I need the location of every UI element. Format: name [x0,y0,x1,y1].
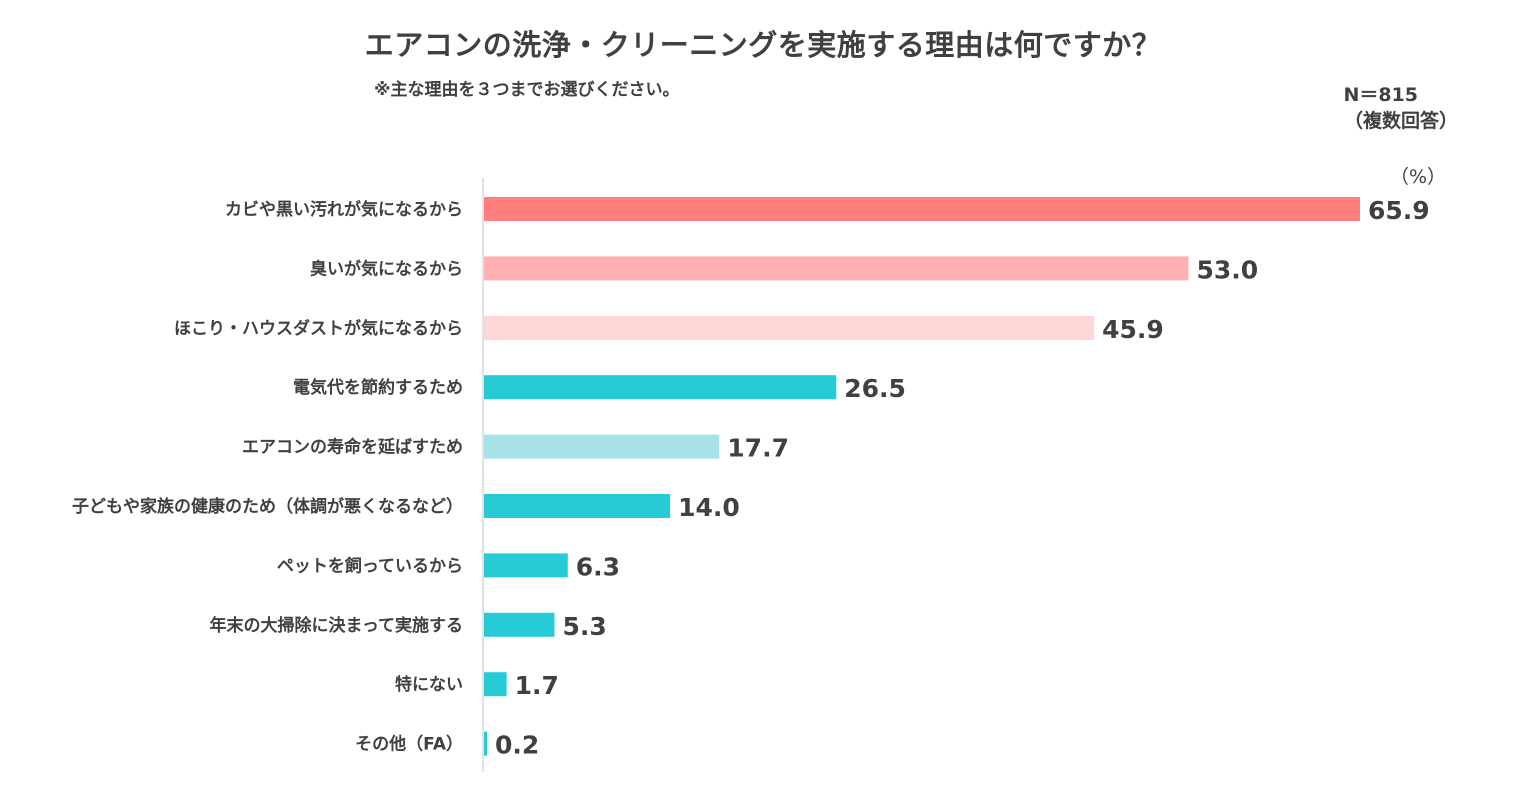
value-label-0: 65.9 [1368,196,1430,225]
value-label-9: 0.2 [495,731,539,760]
category-label-9: その他（FA） [355,734,463,755]
value-label-8: 1.7 [515,671,559,700]
unit-label: （%） [1390,166,1447,188]
bar-0 [484,197,1360,221]
category-label-4: エアコンの寿命を延ばすため [242,437,463,458]
category-label-1: 臭いが気になるから [310,258,463,279]
multiple-answer-note: （複数回答） [1343,110,1458,132]
bar-6 [484,553,568,578]
value-label-3: 26.5 [844,374,906,403]
bar-8 [484,672,507,697]
bar-3 [484,375,837,400]
bar-2 [484,315,1095,340]
category-label-2: ほこり・ハウスダストが気になるから [174,318,463,339]
bar-5 [484,494,671,518]
bar-1 [484,256,1189,281]
bar-4 [484,434,720,459]
bar-9 [484,731,487,756]
bar-7 [484,612,555,637]
category-label-7: 年末の大掃除に決まって実施する [210,615,463,636]
value-label-1: 53.0 [1197,255,1259,284]
chart-subtitle: ※主な理由を３つまでお選びください。 [374,80,680,100]
chart-title: エアコンの洗浄・クリーニングを実施する理由は何ですか？ [364,28,1162,62]
value-label-5: 14.0 [678,493,740,522]
value-label-2: 45.9 [1102,315,1164,344]
category-label-3: 電気代を節約するため [293,377,463,398]
category-label-5: 子どもや家族の健康のため（体調が悪くなるなど） [72,496,463,517]
category-label-0: カビや黒い汚れが気になるから [225,199,463,220]
value-label-7: 5.3 [562,612,606,641]
value-label-6: 6.3 [576,552,620,581]
value-label-4: 17.7 [727,434,789,463]
category-label-8: 特にない [395,674,463,695]
category-label-6: ペットを飼っているから [277,555,463,576]
sample-size: N＝815 [1343,84,1418,106]
